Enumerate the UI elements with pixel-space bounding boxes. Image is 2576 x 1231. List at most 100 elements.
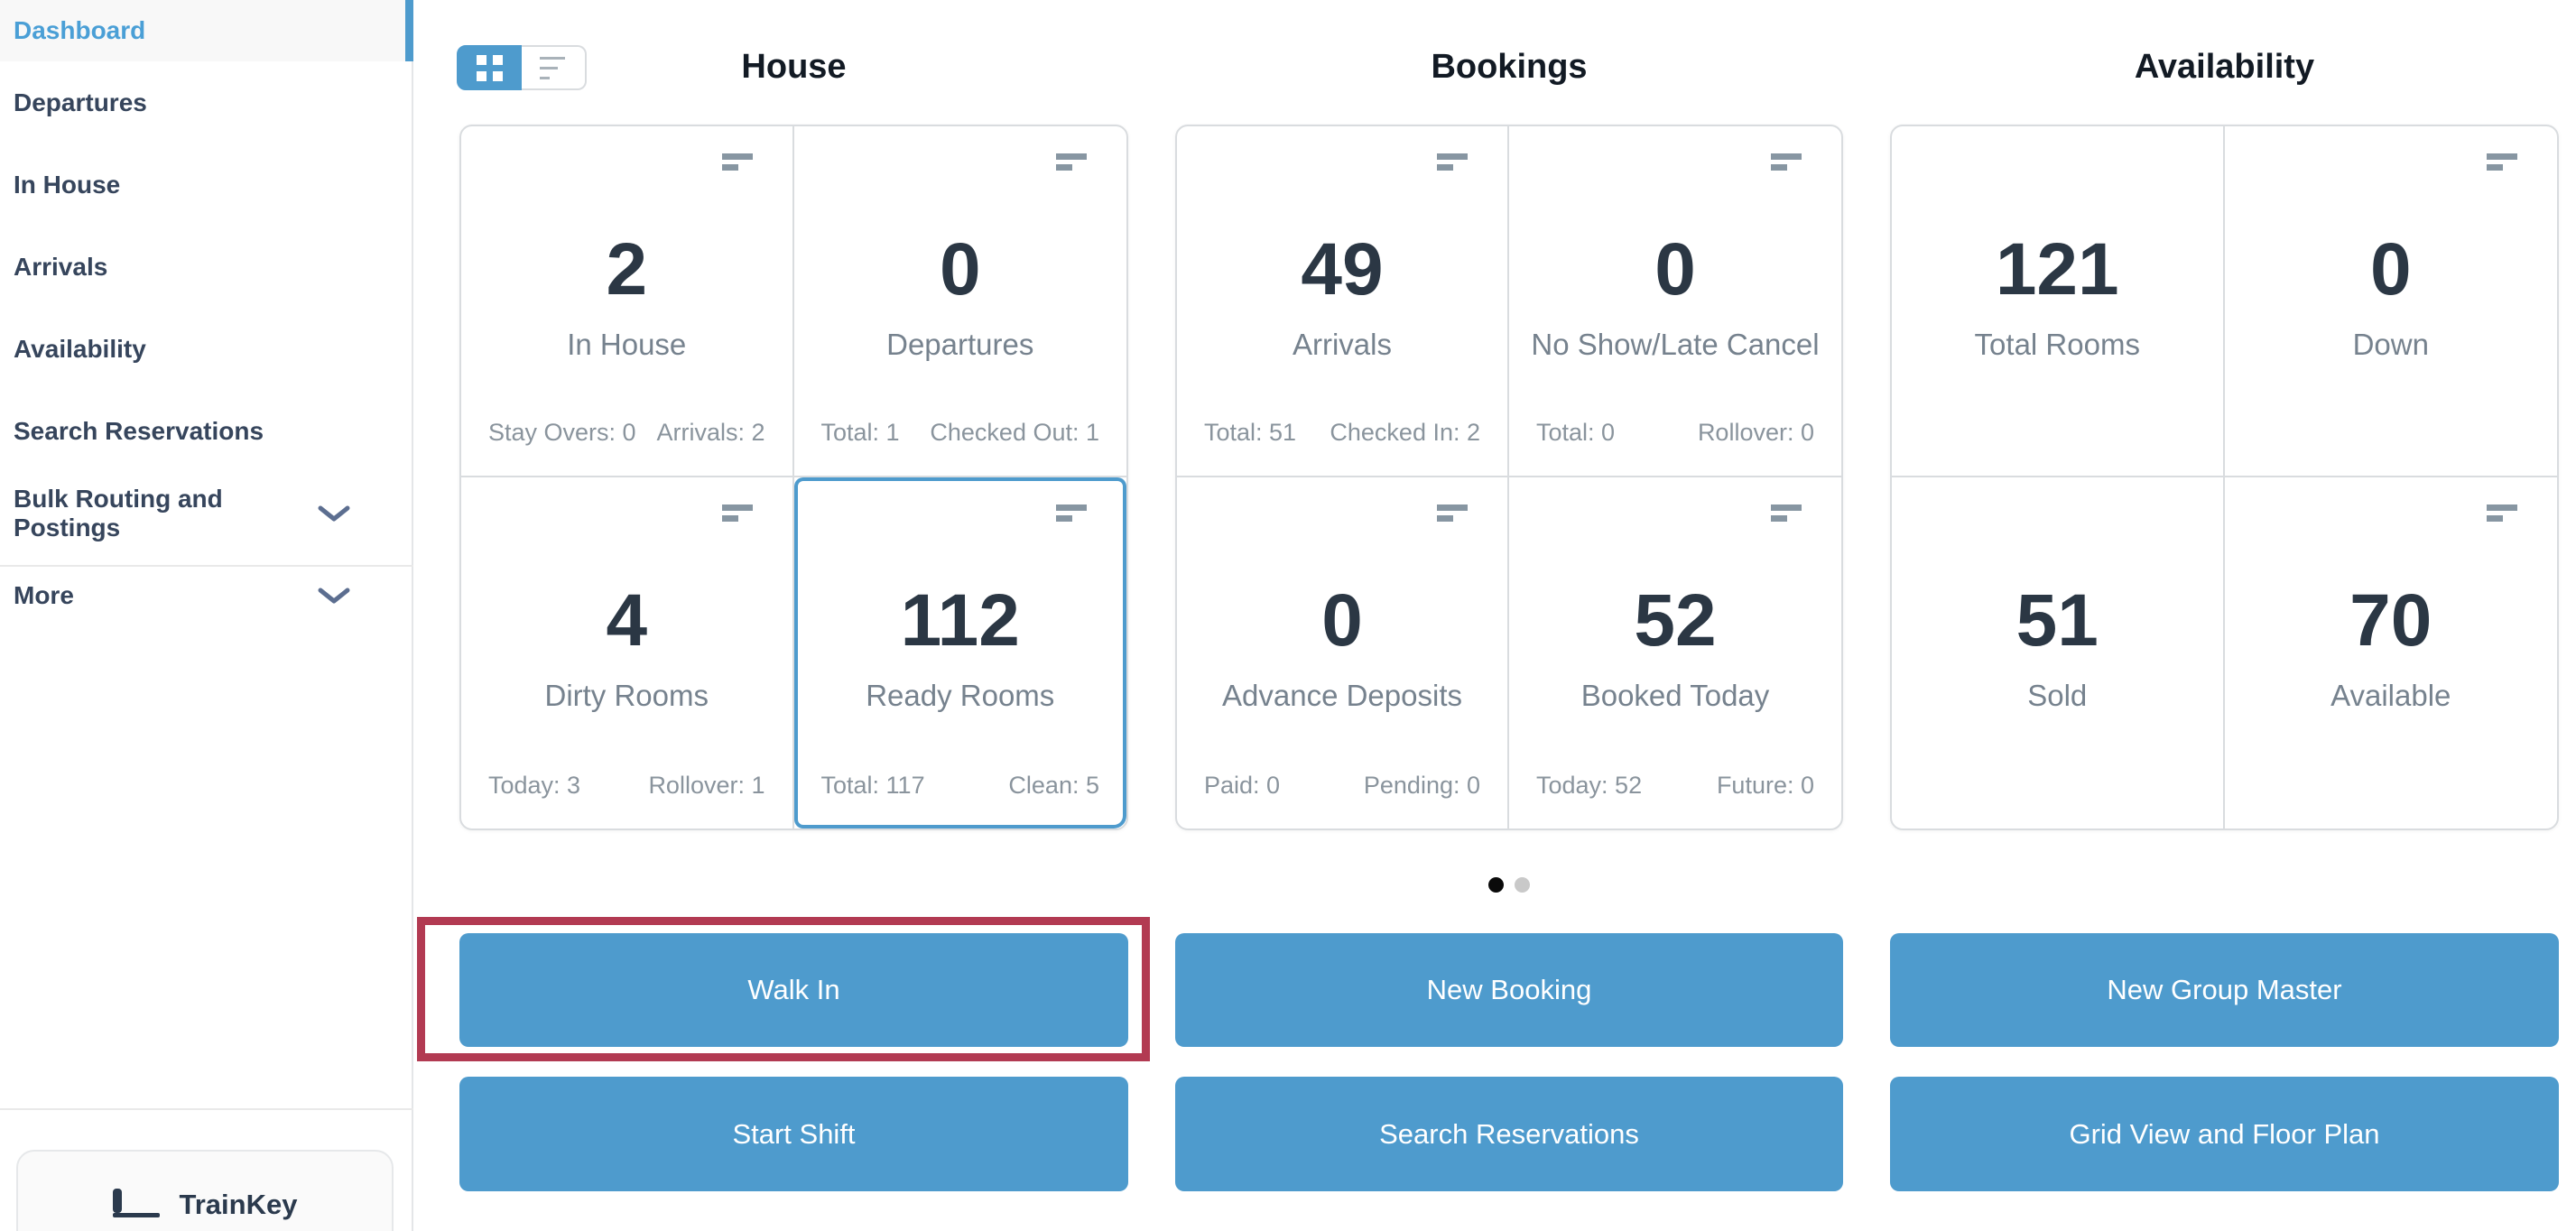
stat-sub-right: Pending: 0 [1363,772,1480,799]
stat-card-available[interactable]: 70 Available [2225,477,2558,828]
carousel-dot-1[interactable] [1488,877,1504,893]
chevron-down-icon [318,504,350,523]
stat-card-departures[interactable]: 0 Departures Total: 1 Checked Out: 1 [793,126,1126,477]
availability-card-grid: 121 Total Rooms 0 Down 51 Sold 70 Availa… [1890,125,2559,830]
sidebar-item-label: Search Reservations [14,416,264,445]
stat-sub-left: Total: 51 [1204,419,1297,446]
stat-sub-left: Total: 1 [820,419,900,446]
stat-card-down[interactable]: 0 Down [2224,126,2557,477]
laptop-icon [112,1188,160,1217]
card-menu-icon[interactable] [1437,504,1468,522]
stat-sub-left: Stay Overs: 0 [488,419,636,446]
stat-value: 0 [1654,228,1696,310]
stat-value: 0 [2369,228,2412,310]
stat-card-ready-rooms[interactable]: 112 Ready Rooms Total: 117 Clean: 5 [794,477,1127,828]
stat-footer: Today: 52 Future: 0 [1536,772,1814,800]
sidebar-item-label: In House [14,170,121,199]
list-view-icon [540,56,567,79]
stat-card-advance-deposits[interactable]: 0 Advance Deposits Paid: 0 Pending: 0 [1177,477,1509,828]
stat-sub-right: Arrivals: 2 [656,419,765,446]
card-menu-icon[interactable] [1771,504,1802,522]
stat-value: 51 [2015,579,2099,662]
sidebar-item-label: Availability [14,334,146,363]
active-indicator [405,0,413,61]
stat-card-in-house[interactable]: 2 In House Stay Overs: 0 Arrivals: 2 [461,126,794,477]
start-shift-button[interactable]: Start Shift [459,1077,1128,1191]
stat-label: Down [2352,328,2429,361]
stat-label: In House [567,328,687,361]
sidebar-item-label: Bulk Routing and Postings [14,484,223,541]
card-menu-icon[interactable] [2487,153,2517,171]
stat-label: No Show/Late Cancel [1531,328,1820,361]
stat-label: Available [2330,679,2451,712]
stat-sub-left: Today: 52 [1536,772,1643,799]
stat-value: 4 [606,579,648,662]
trainkey-button[interactable]: TrainKey [16,1150,394,1231]
trainkey-label: TrainKey [179,1189,298,1220]
new-booking-button[interactable]: New Booking [1175,933,1843,1047]
stat-card-total-rooms[interactable]: 121 Total Rooms [1892,126,2225,477]
carousel-dot-2[interactable] [1515,877,1530,893]
stat-sub-right: Checked In: 2 [1330,419,1480,446]
new-group-master-button[interactable]: New Group Master [1890,933,2559,1047]
list-view-toggle[interactable] [522,45,587,90]
stat-label: Departures [886,328,1034,361]
stat-card-booked-today[interactable]: 52 Booked Today Today: 52 Future: 0 [1509,477,1841,828]
chevron-down-icon [318,587,350,605]
stat-value: 0 [939,228,981,310]
stat-sub-right: Rollover: 1 [648,772,765,799]
stat-label: Ready Rooms [866,679,1055,712]
stat-footer: Today: 3 Rollover: 1 [488,772,765,800]
section-title-bookings: Bookings [1431,48,1588,86]
sidebar-divider [0,1108,413,1110]
card-menu-icon[interactable] [1771,153,1802,171]
stat-card-dirty-rooms[interactable]: 4 Dirty Rooms Today: 3 Rollover: 1 [461,477,794,828]
stat-value: 121 [1995,228,2119,310]
sidebar-divider [0,565,413,567]
stat-sub-left: Total: 117 [820,772,925,799]
section-title-house: House [741,48,847,86]
stat-footer: Total: 1 Checked Out: 1 [821,419,1100,447]
sidebar-item-more[interactable]: More [0,554,412,636]
card-menu-icon[interactable] [1056,153,1087,171]
card-menu-icon[interactable] [721,504,753,522]
grid-view-and-floor-plan-button[interactable]: Grid View and Floor Plan [1890,1077,2559,1191]
sidebar-item-search-reservations[interactable]: Search Reservations [0,390,412,472]
card-menu-icon[interactable] [721,153,753,171]
stat-label: Arrivals [1292,328,1392,361]
carousel-dots [459,877,2559,893]
grid-view-toggle[interactable] [457,45,522,90]
stat-sub-right: Checked Out: 1 [930,419,1099,446]
stat-footer: Total: 0 Rollover: 0 [1536,419,1814,447]
stat-card-arrivals[interactable]: 49 Arrivals Total: 51 Checked In: 2 [1177,126,1509,477]
stat-footer: Paid: 0 Pending: 0 [1204,772,1480,800]
sidebar-item-label: Dashboard [14,16,146,44]
stat-sub-left: Paid: 0 [1204,772,1281,799]
walk-in-button[interactable]: Walk In [459,933,1128,1047]
sidebar-item-dashboard[interactable]: Dashboard [0,0,413,61]
card-menu-icon[interactable] [2487,504,2517,522]
stat-label: Sold [2027,679,2088,712]
stat-value: 0 [1321,579,1363,662]
view-toggle [457,45,587,90]
stat-sub-right: Clean: 5 [1008,772,1099,799]
sidebar-item-availability[interactable]: Availability [0,308,412,390]
stat-label: Total Rooms [1974,328,2140,361]
sidebar-item-label: Departures [14,88,147,116]
card-menu-icon[interactable] [1437,153,1468,171]
stat-sub-right: Rollover: 0 [1697,419,1814,446]
bookings-card-grid: 49 Arrivals Total: 51 Checked In: 2 0 No… [1175,125,1843,830]
card-menu-icon[interactable] [1056,504,1087,522]
stat-value: 70 [2349,579,2432,662]
stat-card-no-show-late-cancel[interactable]: 0 No Show/Late Cancel Total: 0 Rollover:… [1509,126,1841,477]
search-reservations-button[interactable]: Search Reservations [1175,1077,1843,1191]
stat-card-sold[interactable]: 51 Sold [1892,477,2225,828]
sidebar-item-in-house[interactable]: In House [0,143,412,226]
sidebar-item-departures[interactable]: Departures [0,61,412,143]
stat-label: Booked Today [1580,679,1770,712]
sidebar-item-bulk-routing-and-postings[interactable]: Bulk Routing and Postings [0,472,412,554]
sidebar-item-arrivals[interactable]: Arrivals [0,226,412,308]
stat-value: 49 [1301,228,1384,310]
stat-sub-left: Today: 3 [488,772,581,799]
